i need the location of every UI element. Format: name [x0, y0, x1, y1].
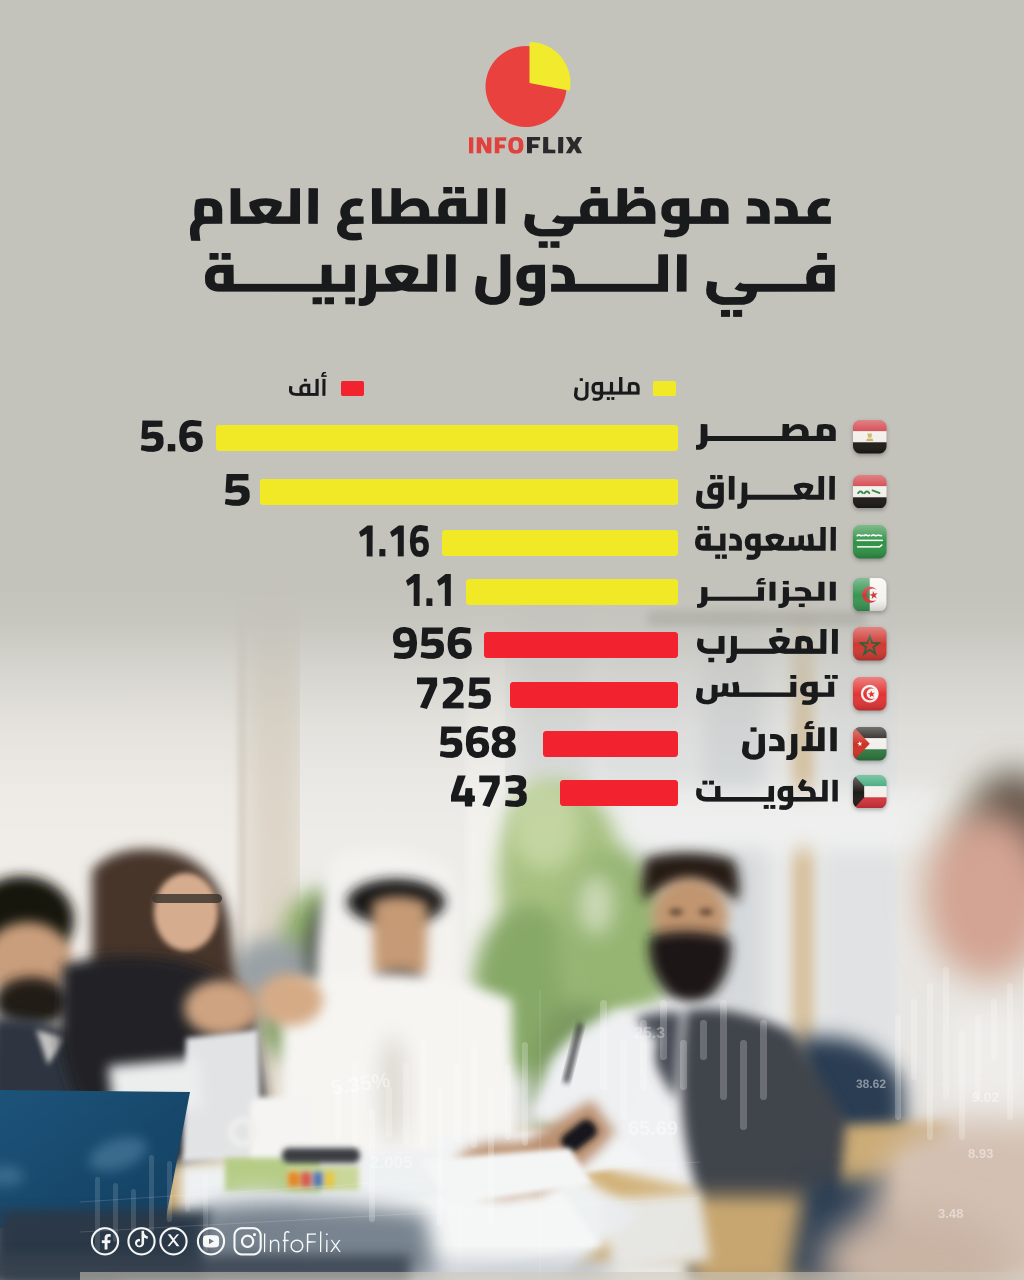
svg-text:2.005: 2.005	[370, 1153, 413, 1172]
svg-text:9.02: 9.02	[972, 1089, 999, 1105]
svg-text:38.62: 38.62	[856, 1077, 886, 1091]
svg-text:8.93: 8.93	[968, 1146, 993, 1161]
svg-text:65.69: 65.69	[628, 1118, 678, 1140]
svg-text:25.3: 25.3	[634, 1025, 665, 1042]
svg-text:3.48: 3.48	[938, 1206, 963, 1221]
